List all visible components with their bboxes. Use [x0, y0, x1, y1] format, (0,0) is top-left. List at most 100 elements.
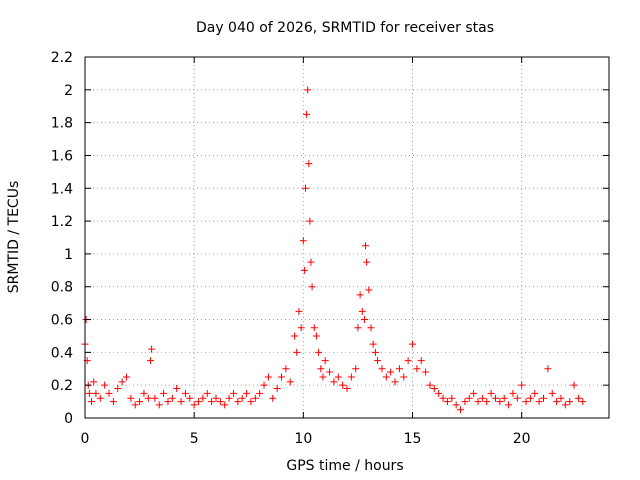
data-point	[148, 345, 156, 353]
data-point	[382, 373, 390, 381]
data-point	[362, 242, 370, 250]
data-point	[391, 378, 399, 386]
data-point	[168, 394, 176, 402]
data-point	[496, 398, 504, 406]
data-point	[363, 258, 371, 266]
data-point	[195, 398, 203, 406]
data-point	[354, 324, 362, 332]
data-point	[430, 384, 438, 392]
data-point	[293, 348, 301, 356]
data-point	[299, 237, 307, 245]
data-point	[500, 394, 508, 402]
data-point	[88, 398, 96, 406]
data-point	[260, 381, 268, 389]
data-point	[483, 398, 491, 406]
data-point	[367, 324, 375, 332]
plot-frame	[84, 56, 610, 419]
data-series	[81, 86, 587, 414]
data-point	[409, 340, 416, 348]
data-point	[173, 384, 181, 392]
data-point	[307, 258, 315, 266]
data-point	[96, 394, 104, 402]
y-tick-label: 1.4	[51, 181, 73, 197]
data-point	[395, 365, 403, 373]
x-tick-label: 5	[190, 431, 199, 447]
data-point	[319, 373, 327, 381]
data-point	[238, 394, 246, 402]
data-point	[305, 160, 313, 168]
data-point	[234, 398, 242, 406]
data-point	[247, 398, 255, 406]
data-point	[199, 394, 207, 402]
data-point	[212, 394, 220, 402]
x-axis-label: GPS time / hours	[286, 458, 403, 474]
data-point	[302, 184, 310, 192]
data-point	[286, 378, 294, 386]
grid	[85, 57, 609, 418]
data-point	[330, 378, 338, 386]
data-point	[439, 394, 447, 402]
data-point	[579, 398, 587, 406]
data-point	[114, 384, 122, 392]
data-point	[308, 283, 316, 291]
data-point	[452, 401, 460, 409]
data-point	[229, 389, 237, 397]
data-point	[300, 266, 308, 274]
data-point	[140, 389, 148, 397]
data-point	[101, 381, 109, 389]
data-point	[303, 110, 311, 118]
data-point	[400, 373, 408, 381]
data-point	[291, 332, 299, 340]
y-tick-label: 2.2	[51, 50, 73, 66]
data-point	[334, 373, 342, 381]
data-point	[321, 357, 329, 365]
data-point	[387, 368, 395, 376]
data-point	[155, 401, 163, 409]
data-point	[315, 348, 323, 356]
data-point	[522, 398, 530, 406]
data-point	[306, 217, 314, 225]
data-point	[487, 389, 495, 397]
data-point	[221, 401, 229, 409]
data-point	[457, 406, 465, 414]
data-point	[360, 316, 368, 324]
data-point	[474, 398, 482, 406]
y-tick-label: 0.6	[51, 313, 73, 329]
data-point	[278, 373, 285, 381]
data-point	[465, 394, 473, 402]
data-point	[216, 398, 224, 406]
x-tick-label: 10	[294, 431, 312, 447]
data-point	[422, 368, 430, 376]
data-point	[304, 86, 312, 94]
data-point	[352, 365, 360, 373]
data-point	[491, 394, 499, 402]
data-point	[186, 394, 194, 402]
data-point	[404, 357, 412, 365]
data-point	[461, 398, 469, 406]
data-point	[295, 307, 303, 315]
data-point	[339, 381, 347, 389]
data-point	[369, 340, 377, 348]
data-point	[118, 378, 126, 386]
data-point	[426, 381, 434, 389]
data-point	[85, 389, 93, 397]
data-point	[505, 401, 513, 409]
data-point	[127, 394, 135, 402]
y-tick-label: 2	[64, 83, 73, 99]
data-point	[417, 357, 425, 365]
data-point	[144, 394, 152, 402]
data-point	[574, 394, 582, 402]
y-tick-label: 1.2	[51, 214, 73, 230]
data-point	[181, 389, 189, 397]
data-point	[147, 357, 154, 365]
data-point	[297, 324, 305, 332]
data-point	[136, 398, 144, 406]
y-tick-label: 1	[64, 247, 73, 263]
y-tick-label: 0.8	[51, 280, 73, 296]
data-point	[365, 286, 373, 294]
data-point	[540, 394, 547, 402]
data-point	[347, 373, 355, 381]
data-point	[312, 332, 320, 340]
x-tick-label: 0	[81, 431, 90, 447]
